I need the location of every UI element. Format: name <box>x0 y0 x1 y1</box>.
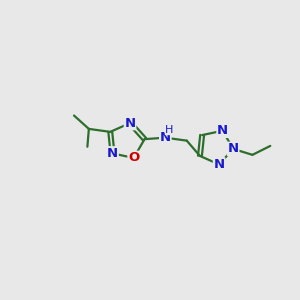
Text: N: N <box>124 117 136 130</box>
Text: N: N <box>107 147 118 160</box>
Text: H: H <box>165 125 173 135</box>
Text: N: N <box>217 124 228 137</box>
Text: N: N <box>160 131 171 144</box>
Text: N: N <box>228 142 239 155</box>
Text: O: O <box>128 152 139 164</box>
Text: N: N <box>214 158 225 171</box>
